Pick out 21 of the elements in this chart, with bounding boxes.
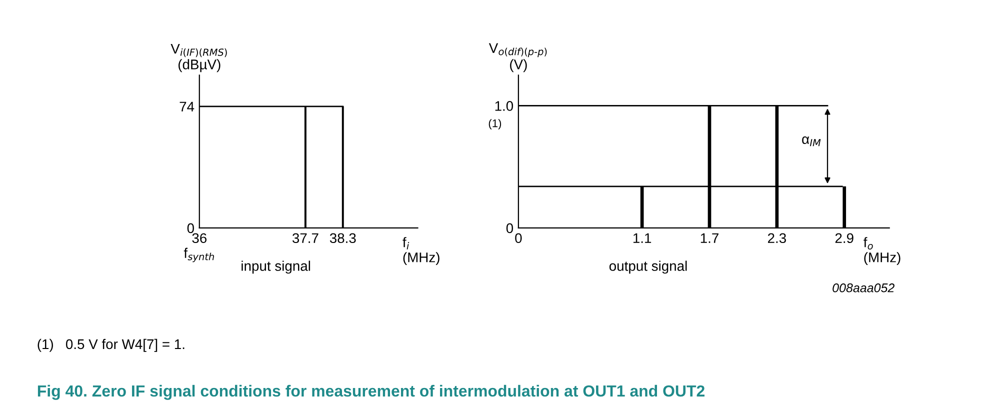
y-tick-label: 1.0 [495,101,514,111]
text: (1) [488,119,502,130]
y-axis-title: V$_{i(IF)(RMS)}$ (dBµV) [170,44,227,72]
x-tick-label: 36 f$_{synth}$ [184,233,214,262]
x-tick-label: 1.7 [700,233,718,243]
y-tick-label: 74 [180,102,194,112]
annotation: α$_{IM}$ [802,136,821,146]
caption: Fig 40. Zero IF signal conditions for measurement of intermodulation at OUT1 and OUT2 [38,384,704,400]
x-axis-title: f$_{i}$ (MHz) [402,237,440,266]
text: output signal [609,260,687,274]
x-tick-label: 1.1 [633,233,652,243]
x-tick-label: 37.7 [292,233,318,244]
text: input signal [242,260,310,274]
x-tick-label: 38.3 [330,233,356,244]
text: (1) 0.5 V for W4[7] = 1. [38,338,184,352]
x-axis-title: f$_{o}$ (MHz) [864,237,900,266]
text: 008aaa052 [832,283,894,292]
x-tick-label: 2.9 [835,233,854,244]
y-axis-title: V$_{o(dif)(p-p)}$ (V) [488,43,547,72]
x-tick-label: 2.3 [768,233,786,244]
x-tick-label: 0 [515,233,522,244]
